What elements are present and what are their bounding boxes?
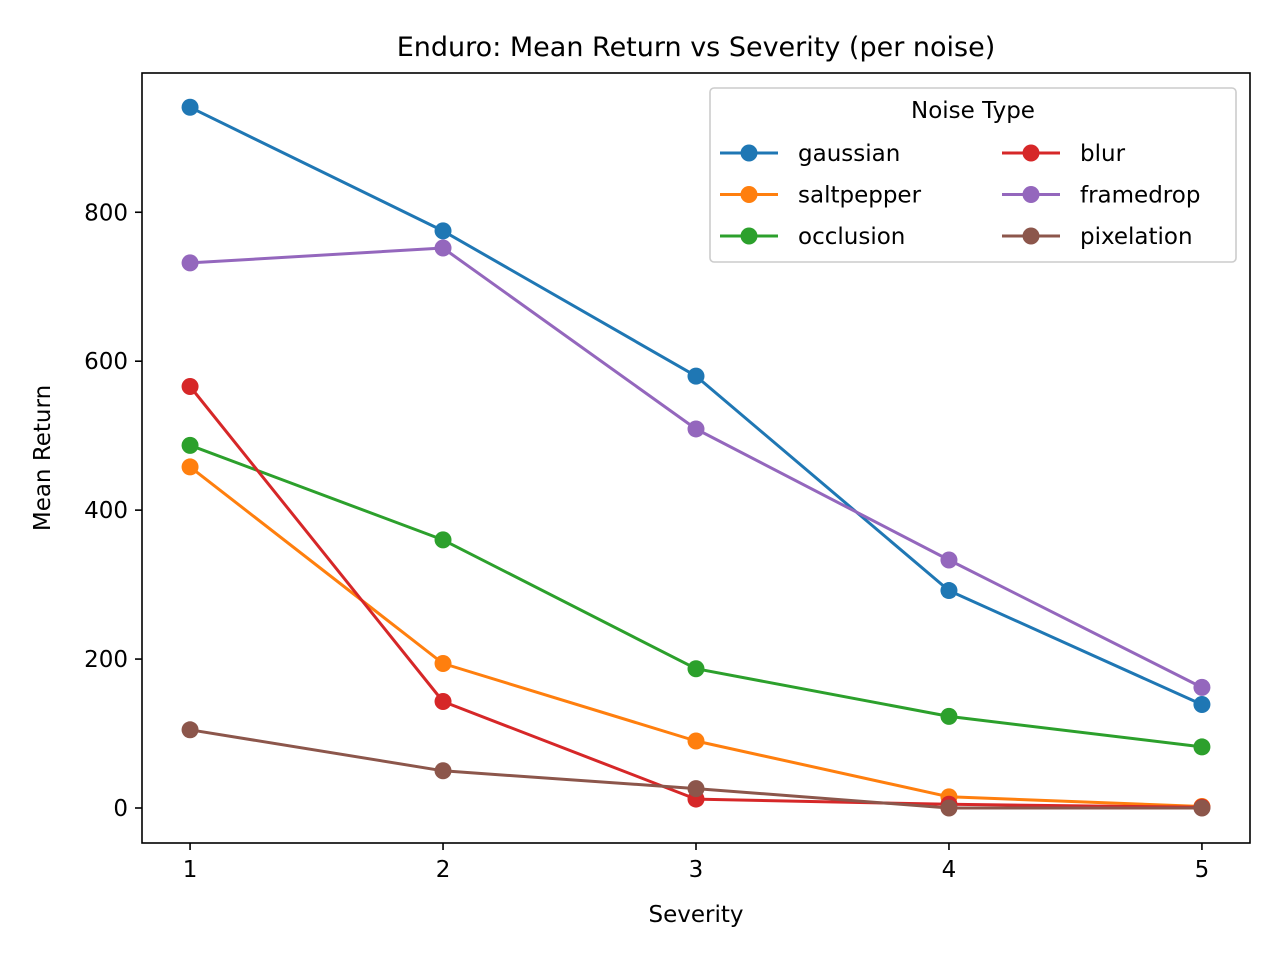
legend-item-saltpepper: saltpepper [720, 183, 922, 209]
x-tick-label: 2 [436, 857, 451, 883]
data-point-pixelation [940, 799, 958, 817]
legend-label: gaussian [798, 141, 900, 167]
data-point-saltpepper [181, 458, 199, 476]
legend-label: pixelation [1080, 224, 1193, 250]
series-layer [181, 98, 1211, 817]
series-pixelation [181, 721, 1211, 817]
data-point-framedrop [1193, 678, 1211, 696]
data-point-blur [181, 378, 199, 396]
data-point-occlusion [687, 660, 705, 678]
y-tick-label: 800 [84, 200, 128, 226]
legend-marker [1022, 186, 1040, 203]
legend-item-framedrop: framedrop [1002, 183, 1200, 209]
legend-marker [1022, 227, 1040, 245]
legend-item-occlusion: occlusion [720, 224, 905, 250]
data-point-framedrop [181, 254, 199, 272]
x-tick-label: 3 [689, 857, 704, 883]
legend-label: blur [1080, 141, 1126, 167]
data-point-occlusion [181, 436, 199, 454]
legend-marker [740, 186, 758, 203]
chart-title: Enduro: Mean Return vs Severity (per noi… [397, 32, 995, 63]
y-tick-label: 400 [84, 498, 128, 524]
axis-layer: 1 2 3 4 5 0 200 400 600 800 [84, 200, 1209, 883]
x-tick-label: 4 [942, 857, 957, 883]
data-point-pixelation [181, 721, 199, 739]
legend-box [709, 87, 1237, 263]
y-tick-label: 0 [113, 796, 128, 822]
data-point-framedrop [687, 420, 705, 438]
legend-item-pixelation: pixelation [1002, 224, 1193, 250]
data-point-gaussian [181, 98, 199, 116]
data-point-gaussian [1193, 695, 1211, 713]
data-point-blur [434, 693, 452, 711]
series-framedrop [181, 239, 1211, 696]
data-point-occlusion [434, 531, 452, 549]
data-point-pixelation [434, 762, 452, 780]
data-point-saltpepper [434, 655, 452, 673]
x-tick-label: 1 [183, 857, 198, 883]
y-tick-label: 200 [84, 647, 128, 673]
legend-title: Noise Type [911, 98, 1035, 124]
data-point-gaussian [434, 222, 452, 240]
legend-marker [1022, 144, 1040, 162]
legend-label: framedrop [1080, 183, 1200, 209]
legend-marker [740, 227, 758, 245]
y-axis-label: Mean Return [30, 385, 56, 531]
data-point-pixelation [1193, 799, 1211, 817]
data-point-saltpepper [687, 732, 705, 750]
data-point-gaussian [940, 582, 958, 600]
data-point-framedrop [434, 239, 452, 257]
series-occlusion [181, 436, 1211, 756]
series-gaussian [181, 98, 1211, 713]
data-point-pixelation [687, 780, 705, 798]
x-axis-label: Severity [649, 902, 744, 928]
legend-label: saltpepper [798, 183, 922, 209]
data-point-occlusion [1193, 738, 1211, 756]
legend-item-gaussian: gaussian [720, 141, 900, 167]
legend-label: occlusion [798, 224, 905, 250]
data-point-occlusion [940, 707, 958, 725]
legend-item-blur: blur [1002, 141, 1126, 167]
data-point-gaussian [687, 367, 705, 385]
x-tick-label: 5 [1195, 857, 1210, 883]
y-tick-label: 600 [84, 349, 128, 375]
legend: Noise Type gaussian saltpepper occlusion bl… [709, 87, 1237, 263]
data-point-framedrop [940, 551, 958, 569]
legend-marker [740, 144, 758, 162]
